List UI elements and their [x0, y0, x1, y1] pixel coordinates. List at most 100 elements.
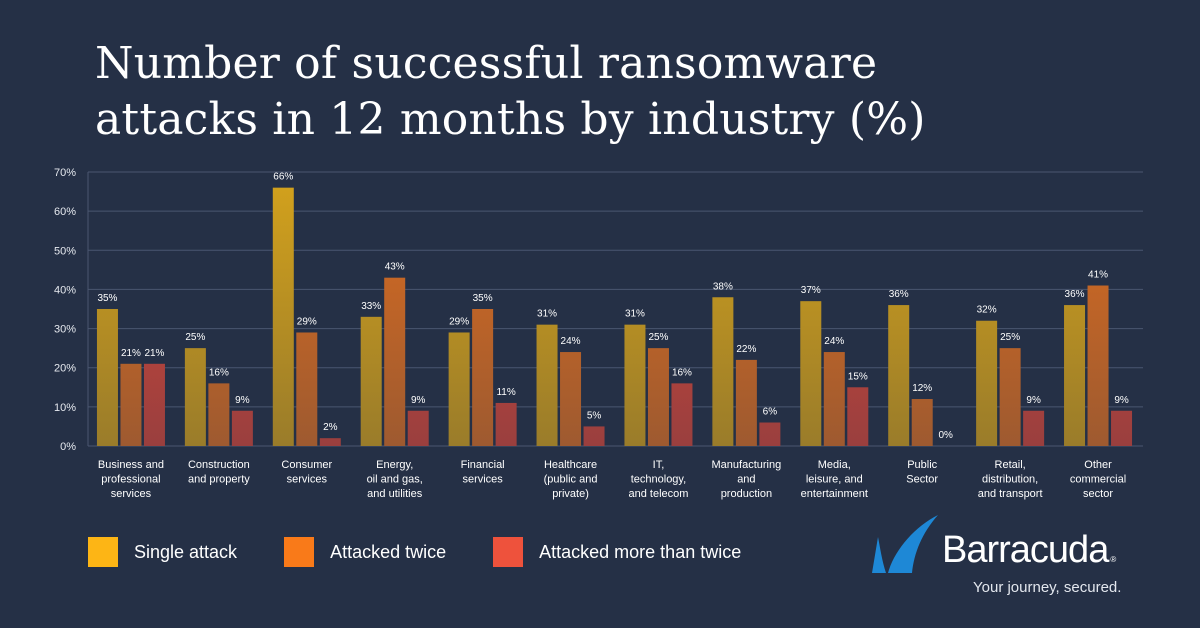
bar-0-0 [96, 309, 118, 446]
x-tick-label: Other commercial sector [1070, 459, 1126, 500]
bar-1-3 [384, 277, 406, 446]
bar-1-4 [472, 309, 494, 446]
data-label: 66% [273, 172, 293, 183]
x-tick-label: Manufacturing and production [712, 459, 782, 500]
data-label: 24% [561, 336, 581, 347]
y-tick-label: 50% [54, 245, 76, 257]
data-label: 25% [185, 332, 205, 343]
data-label: 21% [121, 348, 141, 359]
bar-2-8 [847, 387, 869, 446]
x-tick-label: Energy, oil and gas, and utilities [367, 459, 423, 500]
data-label: 16% [209, 367, 229, 378]
data-label: 37% [801, 285, 821, 296]
legend-swatch [284, 537, 315, 567]
gridlines [88, 171, 1143, 447]
brand-name-text: Barracuda [942, 529, 1109, 571]
data-label: 16% [672, 367, 692, 378]
legend-swatch [88, 537, 118, 567]
bar-2-4 [495, 402, 517, 446]
data-label: 36% [889, 289, 909, 300]
data-label: 38% [713, 281, 733, 292]
data-label: 15% [848, 371, 868, 382]
y-tick-label: 70% [54, 167, 76, 179]
x-tick-label: Retail, distribution, and transport [978, 459, 1043, 500]
chart-title: Number of successful ransomware attacks … [95, 36, 926, 148]
data-label: 5% [587, 410, 602, 421]
legend-swatch [493, 537, 524, 567]
x-axis-labels: Business and professional services Construc… [98, 459, 1126, 500]
y-tick-label: 60% [54, 206, 76, 218]
x-tick-label: Construction and property [188, 459, 250, 486]
data-label: 2% [323, 422, 338, 433]
legend-label: Attacked twice [330, 541, 447, 562]
bar-2-5 [583, 426, 605, 446]
bar-0-4 [448, 332, 470, 446]
bar-0-3 [360, 316, 382, 446]
data-label: 12% [912, 383, 932, 394]
data-label: 31% [625, 309, 645, 320]
data-label: 31% [537, 309, 557, 320]
bar-0-6 [624, 324, 646, 446]
bar-0-1 [184, 348, 206, 446]
bar-2-3 [407, 410, 429, 446]
barracuda-fin-icon [872, 515, 938, 573]
bar-1-9 [911, 399, 933, 446]
x-tick-label: Consumer services [281, 459, 332, 486]
x-tick-label: IT, technology, and telecom [628, 459, 688, 500]
data-label: 9% [235, 395, 250, 406]
data-label: 43% [385, 262, 405, 273]
brand-name: Barracuda ® [942, 529, 1116, 572]
bar-2-10 [1023, 410, 1045, 446]
bar-1-7 [735, 359, 757, 446]
data-label: 9% [1114, 395, 1129, 406]
data-label: 9% [1026, 395, 1041, 406]
bar-2-11 [1111, 410, 1133, 446]
x-tick-label: Business and professional services [98, 459, 164, 500]
data-label: 25% [648, 332, 668, 343]
bar-1-6 [647, 348, 669, 446]
bar-0-7 [712, 297, 734, 446]
bar-1-8 [823, 352, 845, 446]
data-label: 32% [977, 305, 997, 316]
y-tick-label: 0% [60, 441, 76, 453]
bar-2-7 [759, 422, 781, 446]
brand-tagline: Your journey, secured. [973, 579, 1122, 596]
bar-0-5 [536, 324, 558, 446]
bar-2-6 [671, 383, 693, 446]
data-label: 22% [736, 344, 756, 355]
data-label: 29% [449, 316, 469, 327]
y-tick-label: 20% [54, 363, 76, 375]
y-tick-label: 10% [54, 402, 76, 414]
data-label: 11% [496, 387, 515, 398]
y-tick-label: 40% [54, 284, 76, 296]
chart-title-line1: Number of successful ransomware [95, 38, 878, 89]
data-label: 25% [1000, 332, 1020, 343]
bar-0-11 [1064, 305, 1086, 446]
y-axis: 0% 10% 20% 30% 40% 50% 60% 70% [54, 167, 89, 453]
data-label: 24% [824, 336, 844, 347]
x-tick-label: Healthcare (public and private) [544, 459, 598, 500]
data-label: 29% [297, 316, 317, 327]
bar-1-10 [999, 348, 1021, 446]
data-label: 0% [938, 430, 953, 441]
bar-2-0 [143, 363, 165, 446]
bar-1-11 [1087, 285, 1109, 446]
legend-item: Single attack [88, 537, 237, 567]
bar-1-2 [296, 332, 318, 446]
bar-1-5 [560, 352, 582, 446]
y-tick-label: 30% [54, 324, 76, 336]
data-label: 33% [361, 301, 381, 312]
legend-item: Attacked twice [284, 537, 446, 567]
bar-1-0 [120, 363, 142, 446]
x-tick-label: Financial services [461, 459, 505, 486]
data-label: 6% [763, 407, 778, 418]
bar-0-10 [976, 320, 998, 446]
bar-0-9 [888, 305, 910, 446]
data-label: 9% [411, 395, 426, 406]
bar-2-2 [319, 438, 341, 446]
bar-0-8 [800, 301, 822, 446]
bars [96, 187, 1133, 446]
legend: Single attack Attacked twice Attacked more… [88, 537, 788, 567]
data-label: 36% [1065, 289, 1085, 300]
registered-mark: ® [1110, 555, 1116, 564]
